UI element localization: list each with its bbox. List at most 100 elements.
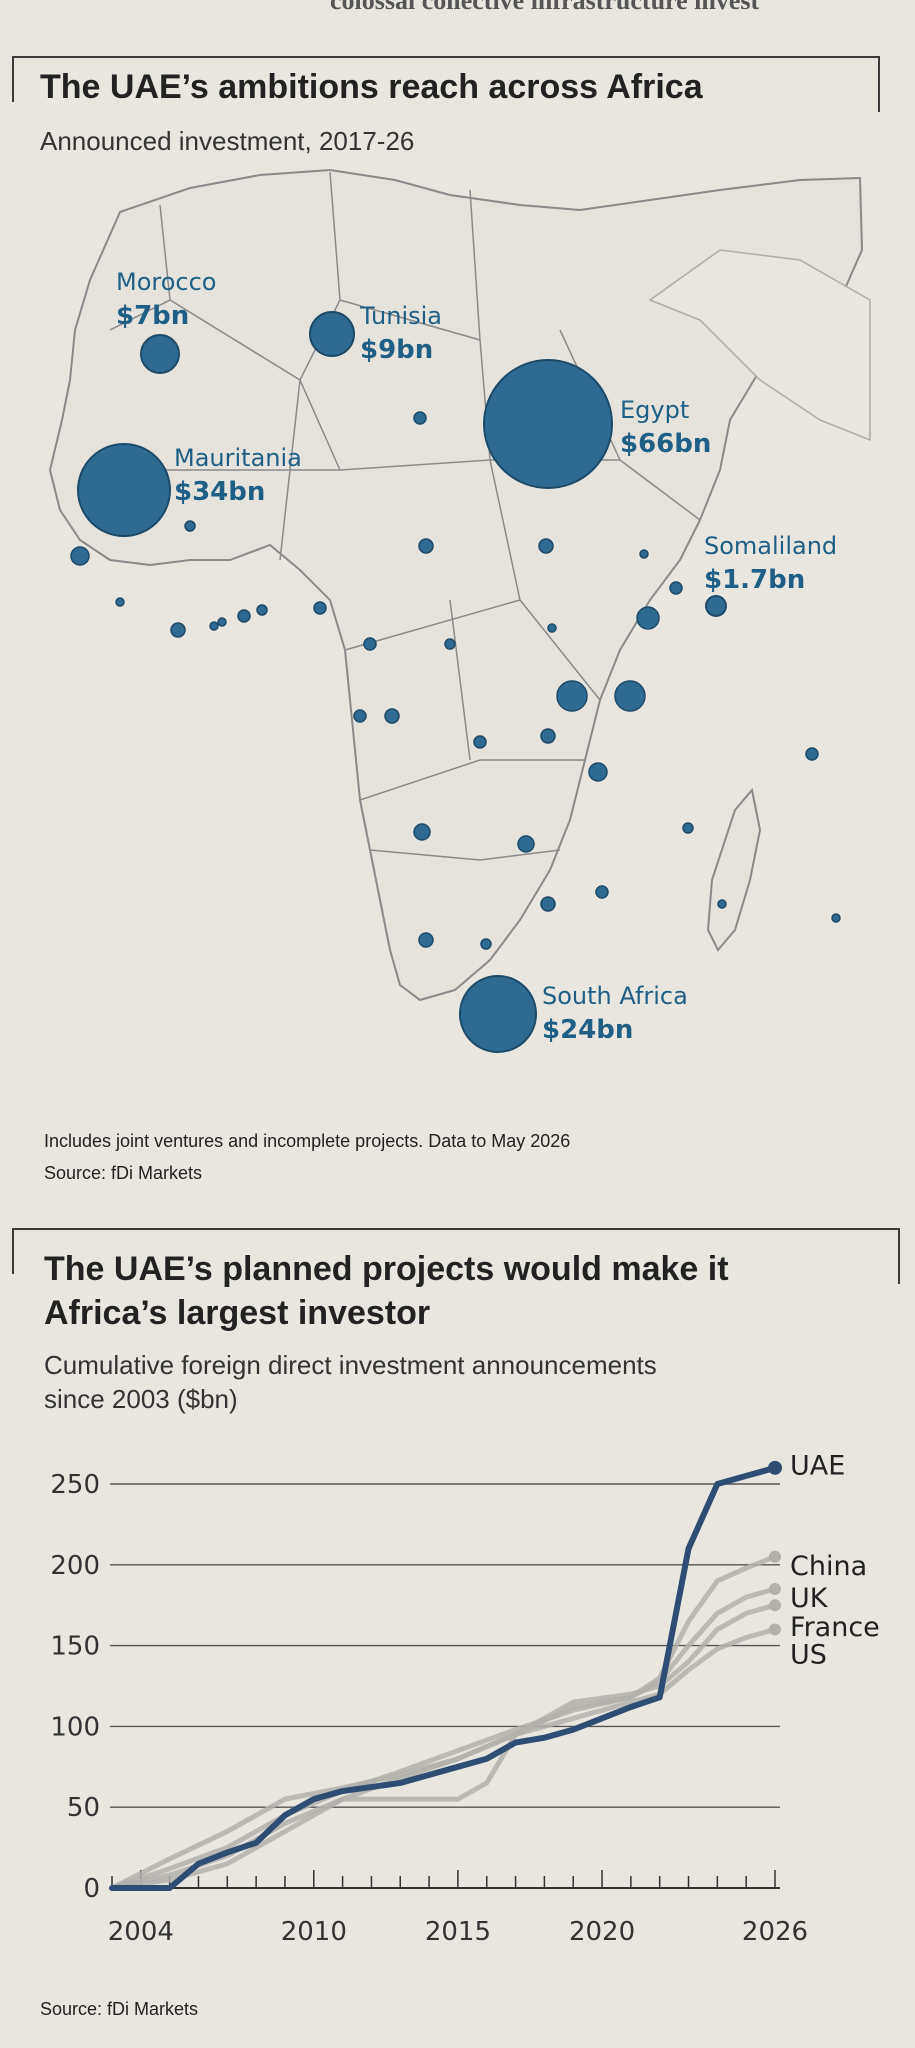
bubble-small xyxy=(473,735,487,749)
bubble-small xyxy=(70,546,90,566)
y-tick-label: 0 xyxy=(83,1874,100,1904)
frame-top-line xyxy=(12,1228,900,1230)
map-source: Source: fDi Markets xyxy=(44,1163,203,1183)
bubble-egypt xyxy=(483,359,613,489)
series-endpoint-uk xyxy=(769,1583,781,1596)
bubble-small xyxy=(217,617,227,627)
bubble-small xyxy=(384,708,400,724)
line-chart-panel: The UAE’s planned projects would make it… xyxy=(0,1220,915,2048)
label-south-africa: South Africa xyxy=(542,982,688,1010)
madagascar xyxy=(706,787,762,952)
y-tick-label: 200 xyxy=(50,1551,100,1581)
bubble-somaliland xyxy=(705,595,727,617)
map-title: The UAE’s ambitions reach across Africa xyxy=(40,68,703,106)
series-line-uae xyxy=(109,1464,778,1891)
bubble-small xyxy=(256,604,268,616)
bubble-small xyxy=(353,709,367,723)
series-line-china xyxy=(109,1554,778,1891)
frame-right-tick xyxy=(878,56,880,112)
bubble-small xyxy=(639,549,649,559)
bubble-small xyxy=(413,411,427,425)
map-note: Includes joint ventures and incomplete p… xyxy=(44,1131,571,1151)
bubble-small xyxy=(636,606,660,630)
label-tunisia: Tunisia xyxy=(359,302,442,330)
bubble-small xyxy=(418,932,434,948)
map-chart-panel: The UAE’s ambitions reach across Africa … xyxy=(12,56,880,1183)
bubble-small xyxy=(614,680,646,712)
bubble-small xyxy=(313,601,327,615)
series-label-uae: UAE xyxy=(790,1451,845,1482)
y-tick-label: 50 xyxy=(67,1793,100,1823)
frame-top-line xyxy=(12,56,880,58)
bubble-south-africa xyxy=(459,975,537,1053)
x-tick-label: 2010 xyxy=(281,1917,347,1947)
y-tick-label: 100 xyxy=(50,1712,100,1742)
series-label-france: France xyxy=(790,1612,880,1643)
country-borders xyxy=(109,171,701,861)
y-tick-label: 150 xyxy=(50,1632,100,1662)
frame-left-tick xyxy=(12,56,14,102)
bubble-small xyxy=(480,938,492,950)
bubble-small xyxy=(209,621,219,631)
frame-left-tick xyxy=(12,1228,14,1274)
small-bubbles xyxy=(70,411,841,950)
bubble-small xyxy=(517,835,535,853)
label-egypt: Egypt xyxy=(620,396,689,424)
bubble-small xyxy=(184,520,196,532)
bubble-small xyxy=(547,623,557,633)
series-label-uk: UK xyxy=(790,1583,829,1614)
bubble-small xyxy=(237,609,251,623)
line-title-1: The UAE’s planned projects would make it xyxy=(44,1250,729,1288)
amount-south-africa: $24bn xyxy=(542,1015,633,1045)
map-subtitle: Announced investment, 2017-26 xyxy=(40,126,415,156)
series-endpoint-france xyxy=(769,1599,781,1612)
x-tick-label: 2004 xyxy=(108,1917,174,1947)
y-tick-label: 250 xyxy=(50,1470,100,1500)
x-tick-label: 2020 xyxy=(569,1917,635,1947)
amount-egypt: $66bn xyxy=(620,429,711,459)
series-endpoint-us xyxy=(769,1623,781,1636)
bubble-tunisia xyxy=(309,311,355,357)
bubble-small xyxy=(418,538,434,554)
amount-tunisia: $9bn xyxy=(360,335,433,365)
line-source: Source: fDi Markets xyxy=(40,1999,199,2019)
arabian-peninsula xyxy=(648,249,871,442)
bubble-small xyxy=(805,747,819,761)
series-line-us xyxy=(109,1626,778,1891)
series-endpoint-uae xyxy=(768,1460,782,1475)
bubble-small xyxy=(717,899,727,909)
bubble-small xyxy=(831,913,841,923)
label-somaliland: Somaliland xyxy=(704,532,837,560)
bubble-small xyxy=(444,638,456,650)
bubble-small xyxy=(538,538,554,554)
amount-somaliland: $1.7bn xyxy=(704,565,805,595)
bubble-small xyxy=(595,885,609,899)
series-line-uk xyxy=(109,1586,778,1891)
bubble-mauritania xyxy=(77,443,171,537)
line-title-2: Africa’s largest investor xyxy=(44,1294,431,1332)
line-subtitle-1: Cumulative foreign direct investment ann… xyxy=(44,1350,657,1380)
bubble-small xyxy=(115,597,125,607)
line-subtitle-2: since 2003 ($bn) xyxy=(44,1384,238,1414)
label-morocco: Morocco xyxy=(116,268,217,296)
x-axis: 2004 2010 2015 2020 2026 xyxy=(108,1870,808,1947)
africa-map: Morocco $7bn Tunisia $9bn Mauritania $34… xyxy=(48,168,871,1053)
bubble-small xyxy=(588,762,608,782)
series-label-china: China xyxy=(790,1551,867,1582)
labelled-bubbles xyxy=(77,311,727,1053)
series-lines xyxy=(109,1460,782,1891)
series-endpoint-china xyxy=(769,1550,781,1563)
x-tick-label: 2026 xyxy=(742,1917,808,1947)
bubble-small xyxy=(540,728,556,744)
bubble-small xyxy=(413,823,431,841)
bubble-small xyxy=(682,822,694,834)
africa-landmass xyxy=(48,168,864,1002)
bubble-small xyxy=(170,622,186,638)
x-tick-label: 2015 xyxy=(425,1917,491,1947)
bubble-small xyxy=(540,896,556,912)
amount-morocco: $7bn xyxy=(116,301,189,331)
line-chart: 0 50 100 150 200 250 2004 2010 2015 2020 2026 Chi… xyxy=(50,1451,880,1947)
bubble-small xyxy=(363,637,377,651)
bubble-small xyxy=(556,680,588,712)
